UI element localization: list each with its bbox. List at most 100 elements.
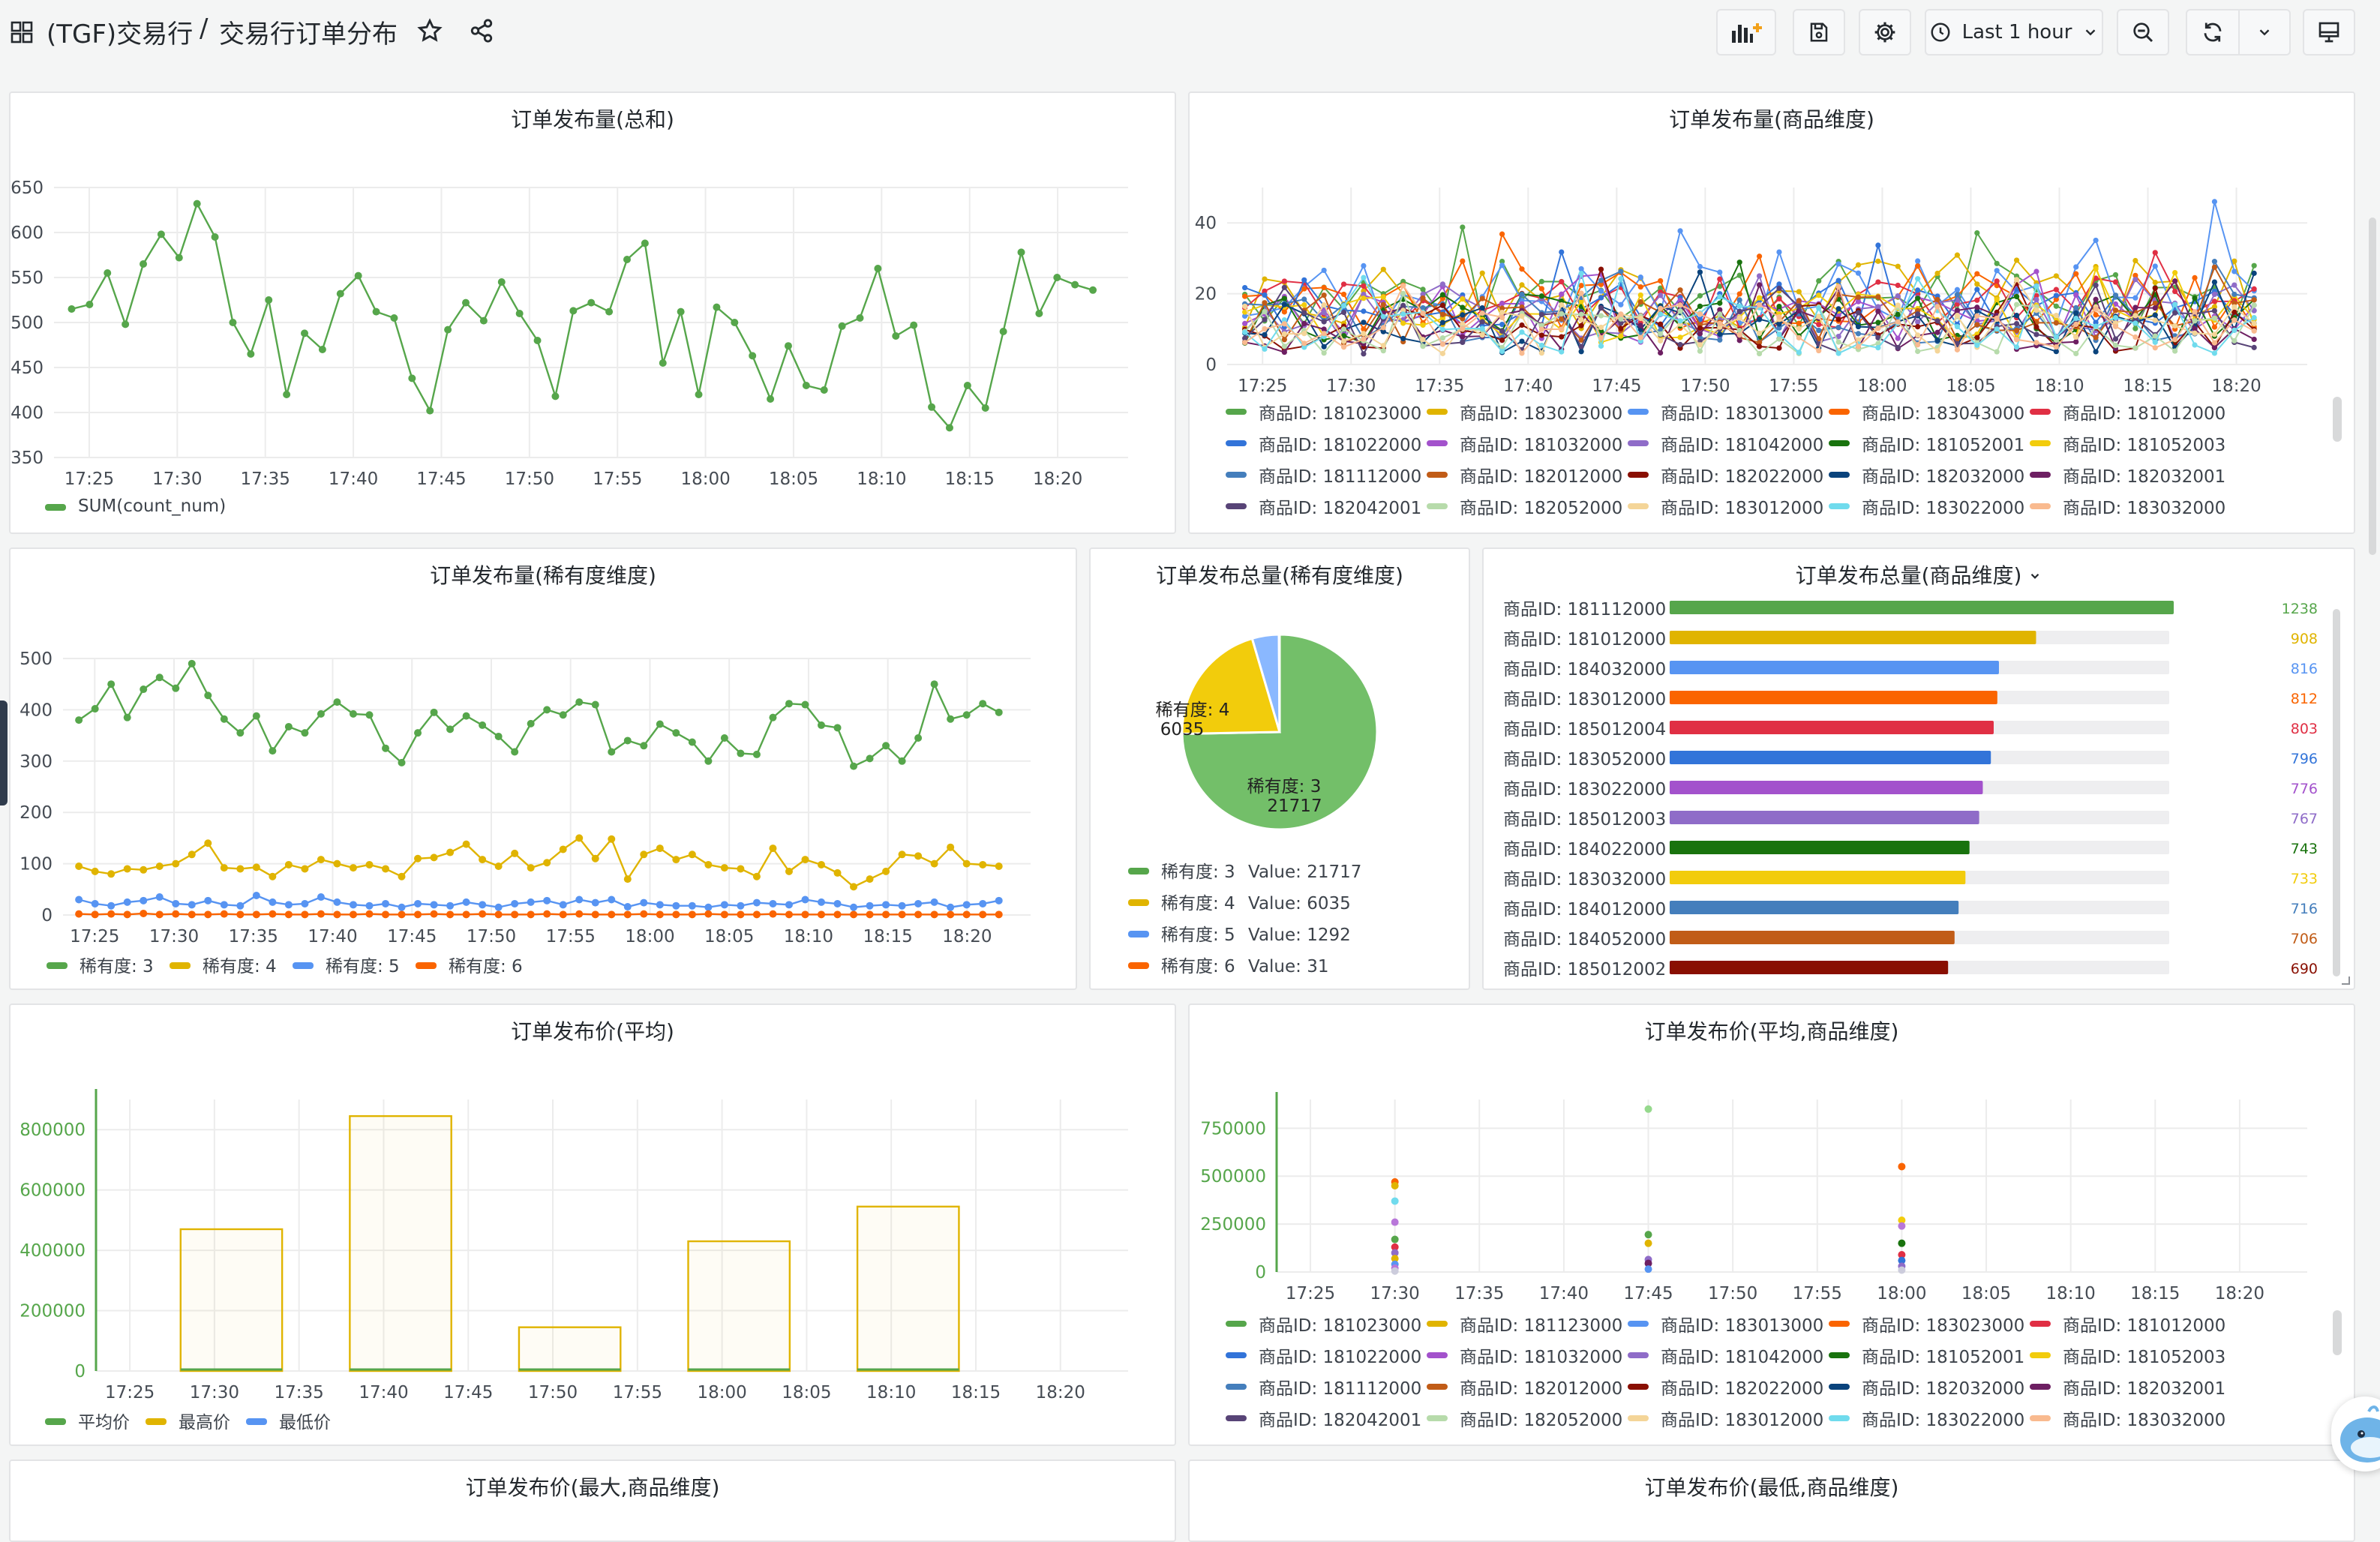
panel-orders-by-rarity[interactable]: 订单发布量(稀有度维度) 0 100 200 300 400 500 17:25 17:30 1…	[9, 548, 1077, 990]
data-point	[999, 328, 1007, 335]
resize-handle-icon[interactable]	[2340, 975, 2351, 986]
bar-gauge-scrollbar[interactable]	[2333, 609, 2340, 976]
legend-swatch	[2030, 1415, 2051, 1421]
legend-item[interactable]: 商品ID: 182032001	[2030, 459, 2231, 490]
legend-item[interactable]: 商品ID: 183012000	[1628, 1402, 1829, 1434]
panel-title[interactable]: 订单发布价(最低,商品维度)	[1644, 1475, 1899, 1500]
panel-title[interactable]: 订单发布价(最大,商品维度)	[465, 1475, 720, 1500]
legend-item[interactable]: 商品ID: 181112000	[1226, 1371, 1427, 1402]
panel-title[interactable]: 订单发布价(平均,商品维度)	[1644, 1019, 1899, 1044]
legend-item[interactable]: 商品ID: 181112000	[1226, 459, 1427, 490]
legend-item[interactable]: 商品ID: 183032000	[2030, 490, 2231, 522]
legend-item[interactable]: 商品ID: 183013000	[1628, 396, 1829, 428]
panel-title[interactable]: 订单发布量(稀有度维度)	[430, 563, 656, 588]
panel-title[interactable]: 订单发布量(总和)	[511, 107, 674, 132]
legend-scrollbar[interactable]	[2333, 1310, 2342, 1355]
dashboard-settings-button[interactable]	[1859, 9, 1911, 56]
breadcrumb-folder[interactable]: (TGF)交易行	[47, 20, 194, 50]
panel-avg-price[interactable]: 订单发布价(平均) 0 200000 400000 600000 800000 17:25…	[9, 1004, 1176, 1446]
legend-item[interactable]: 商品ID: 183023000	[1829, 1308, 2030, 1340]
legend-item[interactable]: 商品ID: 183013000	[1628, 1308, 1829, 1340]
legend-item[interactable]: 商品ID: 182042001	[1226, 1402, 1427, 1434]
legend-item[interactable]: 商品ID: 181032000	[1427, 428, 1628, 459]
side-drawer-handle[interactable]	[0, 700, 8, 806]
data-point	[962, 860, 971, 868]
legend-item[interactable]: 商品ID: 182052000	[1427, 490, 1628, 522]
data-point	[898, 910, 906, 919]
panel-total-by-product[interactable]: 订单发布总量(商品维度) 商品ID: 181112000 1238 商品ID: 18…	[1482, 548, 2355, 990]
assistant-avatar[interactable]	[2331, 1396, 2380, 1472]
share-icon[interactable]	[469, 18, 494, 44]
chevron-down-icon[interactable]	[2028, 569, 2042, 583]
bar-gauge-total-by-product[interactable]: 商品ID: 181112000 1238 商品ID: 181012000 908 商品I…	[1484, 549, 2355, 990]
bar-label: 商品ID: 184022000	[1503, 840, 1666, 860]
dashboards-grid-icon[interactable]	[11, 21, 33, 44]
legend-item[interactable]: 商品ID: 181123000	[1427, 1308, 1628, 1340]
legend-item[interactable]: 商品ID: 182032001	[2030, 1371, 2231, 1402]
legend-item[interactable]: 商品ID: 182032000	[1829, 459, 2030, 490]
x-tick-label: 17:50	[1708, 1284, 1757, 1304]
legend-item[interactable]: 商品ID: 183043000	[1829, 396, 2030, 428]
panel-title[interactable]: 订单发布总量(商品维度)	[1484, 560, 2354, 590]
x-tick-label: 18:20	[1036, 1383, 1085, 1402]
bar-chart-avg-price[interactable]: 0 200000 400000 600000 800000 17:25 17:30 17:35…	[11, 1005, 1176, 1446]
scatter-chart-avg-price-by-product[interactable]: 0 250000 500000 750000 17:25 17:30 17:35 17:40 1…	[1190, 1005, 2355, 1446]
legend-item[interactable]: 商品ID: 182012000	[1427, 1371, 1628, 1402]
save-dashboard-button[interactable]	[1793, 9, 1845, 56]
page-scrollbar[interactable]	[2369, 218, 2376, 555]
legend-item[interactable]: 商品ID: 181023000	[1226, 396, 1427, 428]
refresh-interval-dropdown[interactable]	[2240, 10, 2289, 54]
legend-item[interactable]: 商品ID: 181012000	[2030, 1308, 2231, 1340]
legend-item[interactable]: 商品ID: 182042001	[1226, 490, 1427, 522]
legend-item[interactable]: 商品ID: 182022000	[1628, 459, 1829, 490]
data-point	[123, 910, 131, 919]
data-point	[910, 321, 918, 329]
refresh-button[interactable]	[2187, 10, 2240, 54]
legend-item[interactable]: 商品ID: 182032000	[1829, 1371, 2030, 1402]
legend-item[interactable]: 商品ID: 182052000	[1427, 1402, 1628, 1434]
panel-title[interactable]: 订单发布量(商品维度)	[1669, 107, 1874, 132]
panel-max-price-by-product[interactable]: 订单发布价(最大,商品维度)	[9, 1460, 1176, 1542]
add-panel-button[interactable]	[1716, 9, 1776, 56]
panel-title[interactable]: 订单发布价(平均)	[511, 1019, 674, 1044]
legend-item[interactable]: 商品ID: 181052003	[2030, 1340, 2231, 1371]
data-point	[333, 898, 341, 906]
x-tick-label: 17:40	[359, 1383, 408, 1402]
star-icon[interactable]	[417, 18, 443, 44]
panel-orders-sum[interactable]: 订单发布量(总和) 350 400 450 500 550 600 650 17:25 17:3…	[9, 92, 1176, 534]
legend-item[interactable]: 商品ID: 181052001	[1829, 428, 2030, 459]
panel-orders-by-product[interactable]: 订单发布量(商品维度) 0 20 40 17:25 17:30 17:35 17:40 17:…	[1188, 92, 2355, 534]
legend-item[interactable]: 商品ID: 182022000	[1628, 1371, 1829, 1402]
panel-min-price-by-product[interactable]: 订单发布价(最低,商品维度)	[1188, 1460, 2355, 1542]
legend-item[interactable]: 商品ID: 183023000	[1427, 396, 1628, 428]
line-chart-orders-by-product[interactable]: 0 20 40 17:25 17:30 17:35 17:40 17:45 17:50 17:55…	[1190, 93, 2355, 534]
line-chart-orders-sum[interactable]: 350 400 450 500 550 600 650 17:25 17:30 17:35 17:4…	[11, 93, 1176, 534]
legend-item[interactable]: 商品ID: 183012000	[1628, 490, 1829, 522]
legend-scrollbar[interactable]	[2333, 397, 2342, 442]
tv-mode-button[interactable]	[2303, 9, 2355, 56]
legend-item[interactable]: 商品ID: 181052003	[2030, 428, 2231, 459]
panel-avg-price-by-product[interactable]: 订单发布价(平均,商品维度) 0 250000 500000 750000 17:25 1…	[1188, 1004, 2355, 1446]
legend-item[interactable]: 商品ID: 183022000	[1829, 490, 2030, 522]
refresh-control[interactable]	[2186, 9, 2291, 56]
panel-title[interactable]: 订单发布总量(稀有度维度)	[1156, 563, 1403, 588]
legend-item[interactable]: 商品ID: 181022000	[1226, 428, 1427, 459]
legend-item[interactable]: 商品ID: 183022000	[1829, 1402, 2030, 1434]
panel-title-text[interactable]: 订单发布总量(商品维度)	[1795, 563, 2022, 588]
legend-item[interactable]: 商品ID: 181023000	[1226, 1308, 1427, 1340]
legend-item[interactable]: 商品ID: 181052001	[1829, 1340, 2030, 1371]
dashboard-title[interactable]: 交易行订单分布	[219, 20, 398, 50]
line-chart-orders-by-rarity[interactable]: 0 100 200 300 400 500 17:25 17:30 17:35 17:40 17:4…	[11, 549, 1077, 990]
legend-item[interactable]: 商品ID: 181042000	[1628, 428, 1829, 459]
legend-item[interactable]: 商品ID: 182012000	[1427, 459, 1628, 490]
legend-item[interactable]: 商品ID: 181042000	[1628, 1340, 1829, 1371]
legend-item[interactable]: 商品ID: 181032000	[1427, 1340, 1628, 1371]
legend-item[interactable]: 商品ID: 181012000	[2030, 396, 2231, 428]
legend-item[interactable]: 商品ID: 181022000	[1226, 1340, 1427, 1371]
panel-total-by-rarity[interactable]: 订单发布总量(稀有度维度) 稀有度: 3 21717 稀有度: 4 6035 稀有度: …	[1089, 548, 1470, 990]
legend-item[interactable]: 商品ID: 183032000	[2030, 1402, 2231, 1434]
time-range-picker[interactable]: Last 1 hour	[1925, 9, 2103, 56]
zoom-out-button[interactable]	[2117, 9, 2169, 56]
data-point	[688, 850, 696, 859]
